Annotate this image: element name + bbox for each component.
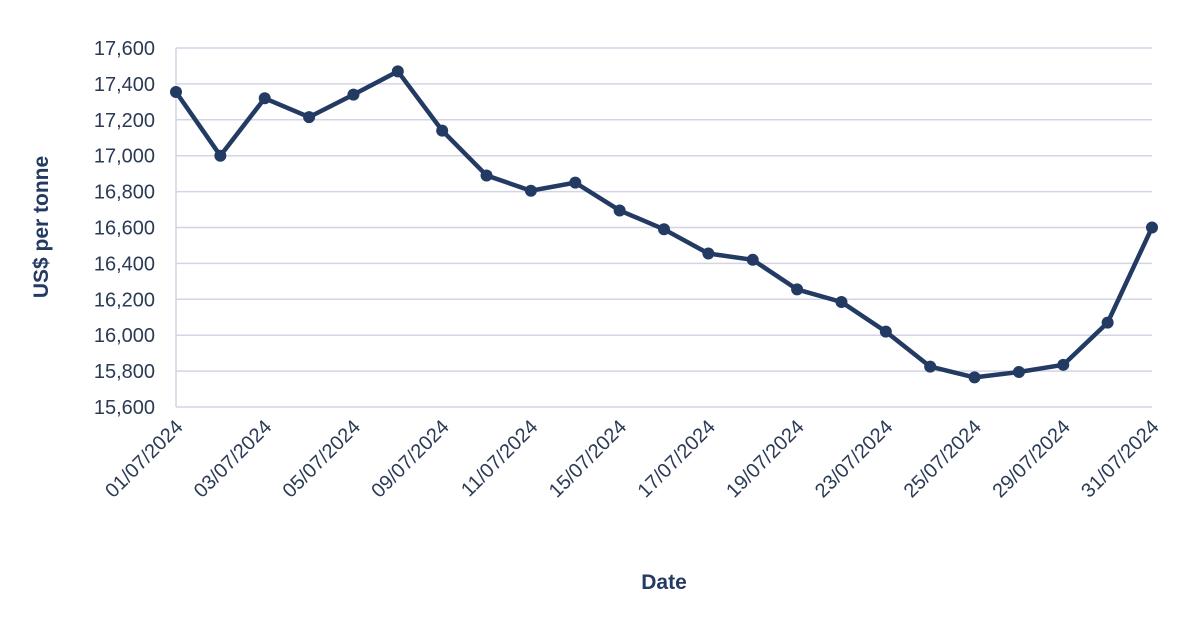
x-tick-label: 17/07/2024 xyxy=(634,416,720,502)
data-point xyxy=(347,88,360,101)
data-point xyxy=(924,360,937,373)
y-tick-label: 16,600 xyxy=(94,218,155,240)
x-axis-ticks: 01/07/2024 03/07/2024 05/07/2024 09/07/2024… xyxy=(101,416,1163,502)
y-tick-label: 17,000 xyxy=(94,146,155,168)
y-axis-title: US$ per tonne xyxy=(30,156,53,298)
data-point xyxy=(879,325,892,338)
x-tick-label: 09/07/2024 xyxy=(367,416,453,502)
y-tick-label: 16,000 xyxy=(94,325,155,347)
data-point xyxy=(1101,316,1114,329)
y-tick-label: 17,600 xyxy=(94,38,155,60)
series-price xyxy=(170,65,1158,384)
y-tick-label: 15,600 xyxy=(94,397,155,419)
x-tick-label: 15/07/2024 xyxy=(545,416,631,502)
x-tick-label: 01/07/2024 xyxy=(101,416,187,502)
data-point xyxy=(702,247,715,260)
data-point xyxy=(391,65,404,78)
y-tick-label: 17,400 xyxy=(94,74,155,96)
data-point xyxy=(746,253,759,266)
y-tick-label: 16,200 xyxy=(94,289,155,311)
x-tick-label: 31/07/2024 xyxy=(1077,416,1163,502)
data-point xyxy=(569,176,582,189)
x-tick-label: 23/07/2024 xyxy=(811,416,897,502)
data-point xyxy=(214,149,227,162)
x-tick-label: 25/07/2024 xyxy=(900,416,986,502)
x-tick-label: 29/07/2024 xyxy=(988,416,1074,502)
x-tick-label: 05/07/2024 xyxy=(279,416,365,502)
data-point xyxy=(1012,365,1025,378)
y-tick-label: 15,800 xyxy=(94,361,155,383)
data-point xyxy=(1146,221,1158,234)
data-point xyxy=(436,124,449,137)
y-tick-label: 16,400 xyxy=(94,253,155,275)
data-point xyxy=(303,111,316,124)
x-axis-title: Date xyxy=(641,571,687,594)
data-point xyxy=(170,85,182,98)
data-point xyxy=(613,204,626,217)
data-point xyxy=(480,169,493,182)
data-point xyxy=(968,371,981,384)
data-point xyxy=(835,295,848,308)
x-tick-label: 03/07/2024 xyxy=(190,416,276,502)
data-point xyxy=(658,223,670,236)
y-tick-label: 16,800 xyxy=(94,182,155,204)
data-point xyxy=(1057,358,1070,371)
data-point xyxy=(258,92,271,105)
y-axis-ticks: 15,600 15,800 16,000 16,200 16,400 16,600 16,8… xyxy=(94,38,155,419)
y-tick-label: 17,200 xyxy=(94,110,155,132)
data-point xyxy=(791,283,804,296)
x-tick-label: 11/07/2024 xyxy=(457,416,542,501)
data-point xyxy=(524,184,537,197)
x-tick-label: 19/07/2024 xyxy=(722,416,808,502)
